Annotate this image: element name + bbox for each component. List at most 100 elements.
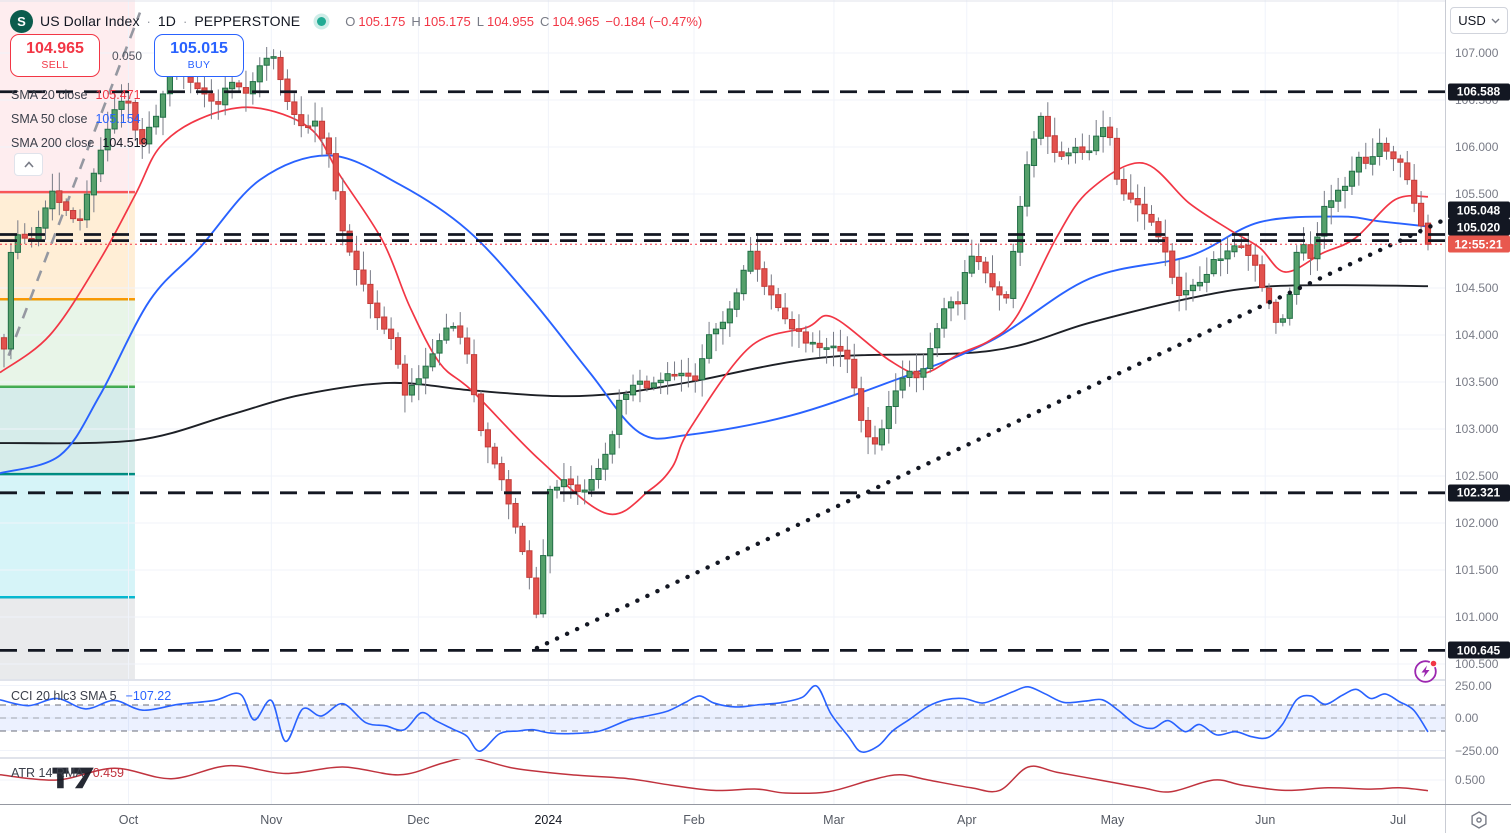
pepperstone-logo-icon: S xyxy=(10,9,33,33)
sma200-value: 104.519 xyxy=(102,136,148,150)
price-tick-label: 106.000 xyxy=(1455,140,1499,154)
sma50-value: 105.154 xyxy=(95,112,141,126)
chevron-down-icon xyxy=(1491,18,1500,23)
atr-pane xyxy=(0,759,1429,795)
trade-panel: 104.965 SELL 0.050 105.015 BUY xyxy=(10,34,244,77)
price-tick-label: 103.500 xyxy=(1455,375,1499,389)
sma50-line xyxy=(0,154,1429,475)
moving-average-lines xyxy=(0,106,1429,516)
indicator-legend: SMA 20 close 105.471 SMA 50 close 105.15… xyxy=(11,83,148,155)
price-tick-label: 0.00 xyxy=(1455,711,1479,725)
buy-button[interactable]: 105.015 BUY xyxy=(154,34,244,77)
change-value: −0.184 (−0.47%) xyxy=(605,13,703,29)
atr-line xyxy=(0,759,1429,795)
price-tick-label: 104.500 xyxy=(1455,281,1499,295)
time-axis-label: Mar xyxy=(823,813,845,827)
legend-row-sma20[interactable]: SMA 20 close 105.471 xyxy=(11,83,148,107)
sma50-label: SMA 50 close xyxy=(11,112,88,126)
sma20-label: SMA 20 close xyxy=(11,88,88,102)
open-label: O xyxy=(345,13,356,29)
atr-label: ATR 14 RMA xyxy=(11,766,84,780)
cci-pane-legend[interactable]: CCI 20 hlc3 SMA 5 −107.22 xyxy=(11,689,171,703)
time-axis-label: Apr xyxy=(957,813,977,827)
sma200-label: SMA 200 close xyxy=(11,136,95,150)
atr-pane-legend[interactable]: ATR 14 RMA 0.459 xyxy=(11,766,124,780)
sma20-line xyxy=(0,106,1429,516)
price-tick-label: 102.500 xyxy=(1455,469,1499,483)
time-axis-label: Nov xyxy=(260,813,283,827)
currency-label: USD xyxy=(1458,13,1486,28)
candlestick-series xyxy=(0,45,1432,619)
price-tick-label: 250.00 xyxy=(1455,678,1492,693)
notification-dot xyxy=(1429,659,1438,668)
price-level-badge: 105.020 xyxy=(1447,218,1510,236)
time-axis-label: Oct xyxy=(118,813,139,827)
price-level-badge: 106.588 xyxy=(1447,83,1510,101)
chevron-up-icon xyxy=(23,161,34,168)
price-level-badge: 100.645 xyxy=(1447,641,1510,659)
sell-price: 104.965 xyxy=(26,40,84,58)
price-scale[interactable]: USD 107.000106.500106.000105.500104.5001… xyxy=(1445,0,1511,804)
market-open-status-icon[interactable] xyxy=(317,16,327,26)
atr-value: 0.459 xyxy=(92,766,124,780)
collapse-legend-button[interactable] xyxy=(14,153,43,176)
high-label: H xyxy=(411,13,421,29)
open-value: 105.175 xyxy=(358,13,406,29)
close-value: 104.965 xyxy=(552,13,600,29)
close-label: C xyxy=(539,13,550,29)
dotted-uptrend-line xyxy=(534,217,1445,651)
legend-row-sma200[interactable]: SMA 200 close 104.519 xyxy=(11,131,148,155)
gray-dashed-trendline xyxy=(7,12,142,357)
spread-value: 0.050 xyxy=(111,48,143,63)
high-value: 105.175 xyxy=(423,13,471,29)
ohlc-values: O 105.175 H 105.175 L 104.955 C 104.965 … xyxy=(345,14,702,29)
interval-value[interactable]: 1D xyxy=(157,13,176,29)
hexagon-settings-icon[interactable] xyxy=(1469,810,1489,830)
sell-button[interactable]: 104.965 SELL xyxy=(10,34,100,77)
bar-countdown-badge: 12:55:21 xyxy=(1447,235,1510,253)
price-tick-label: 100.500 xyxy=(1455,657,1499,671)
buy-price: 105.015 xyxy=(170,40,228,58)
time-axis-label: Feb xyxy=(683,813,705,827)
sma20-value: 105.471 xyxy=(95,88,141,102)
symbol-name[interactable]: US Dollar Index xyxy=(40,13,140,29)
lightning-alert-icon[interactable] xyxy=(1412,657,1440,685)
time-axis-label: May xyxy=(1100,813,1125,827)
price-level-lines xyxy=(0,90,1445,652)
low-value: 104.955 xyxy=(486,13,534,29)
price-level-badge: 102.321 xyxy=(1447,484,1510,502)
time-axis-label: Dec xyxy=(407,813,430,827)
separator: · xyxy=(146,13,151,29)
price-tick-label: 101.000 xyxy=(1455,610,1499,624)
price-tick-label: 101.500 xyxy=(1455,563,1499,577)
price-tick-label: 104.000 xyxy=(1455,328,1499,342)
buy-label: BUY xyxy=(187,58,211,71)
time-axis-label: Jul xyxy=(1390,813,1406,827)
low-label: L xyxy=(476,13,484,29)
legend-row-sma50[interactable]: SMA 50 close 105.154 xyxy=(11,107,148,131)
time-axis-corner[interactable] xyxy=(1445,805,1511,833)
tradingview-watermark-logo xyxy=(36,761,112,796)
price-tick-label: 0.500 xyxy=(1455,773,1486,787)
sma200-line xyxy=(0,284,1429,445)
cci-value: −107.22 xyxy=(125,689,172,703)
cci-line xyxy=(0,684,1429,753)
currency-dropdown-button[interactable]: USD xyxy=(1450,7,1508,34)
time-axis-label: Jun xyxy=(1255,813,1276,827)
price-tick-label: 103.000 xyxy=(1455,422,1499,436)
cci-pane xyxy=(0,684,1445,753)
price-tick-label: 107.000 xyxy=(1455,46,1499,60)
exchange-name: PEPPERSTONE xyxy=(194,13,301,29)
price-tick-label: 105.500 xyxy=(1455,187,1499,201)
cci-label: CCI 20 hlc3 SMA 5 xyxy=(11,689,117,703)
price-tick-label: −250.00 xyxy=(1455,743,1499,758)
price-tick-label: 102.000 xyxy=(1455,516,1499,530)
time-axis[interactable]: Oct Nov Dec 2024 Feb Mar Apr May Jun Jul xyxy=(0,804,1511,833)
sell-label: SELL xyxy=(41,58,69,71)
grid-lines xyxy=(0,0,1445,804)
time-axis-label: 2024 xyxy=(534,813,563,827)
chart-canvas[interactable] xyxy=(0,0,1445,804)
symbol-header: S US Dollar Index · 1D · PEPPERSTONE O 1… xyxy=(10,7,702,35)
separator: · xyxy=(183,13,188,29)
